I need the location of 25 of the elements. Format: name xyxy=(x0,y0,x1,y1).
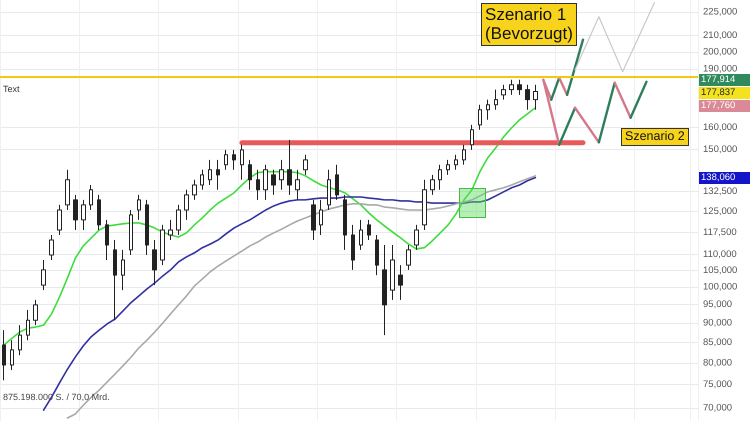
y-tick-label: 150,000 xyxy=(703,144,738,155)
y-tick-label: 70,000 xyxy=(703,402,732,414)
y-tick-label: 200,000 xyxy=(703,46,738,58)
annotation: Szenario 1 (Bevorzugt) xyxy=(481,3,577,46)
y-tick-label: 105,000 xyxy=(703,265,738,276)
y-tick-label: 95,000 xyxy=(703,299,732,310)
y-tick-label: 190,000 xyxy=(703,64,738,75)
y-tick-label: 100,000 xyxy=(703,282,738,293)
y-tick-label: 90,000 xyxy=(703,317,732,328)
y-tick-label: 75,000 xyxy=(703,379,732,390)
text: 177,837 xyxy=(699,87,750,99)
y-tick-label: 117,500 xyxy=(703,226,737,238)
y-tick-label: 85,000 xyxy=(703,336,732,348)
y-tick-label: 132,500 xyxy=(703,186,738,198)
y-tick-label: 225,000 xyxy=(703,6,738,18)
y-tick-label: 125,000 xyxy=(703,206,738,217)
annotation: Szenario 2 xyxy=(621,128,689,146)
text: 177,914 xyxy=(699,74,750,86)
y-tick-label: 160,000 xyxy=(703,122,738,134)
y-tick-label: 110,000 xyxy=(703,249,737,260)
y-tick-label: 80,000 xyxy=(703,357,732,368)
y-tick-label: 210,000 xyxy=(703,30,738,41)
text: 138,060 xyxy=(699,172,750,184)
text: 177,760 xyxy=(699,100,750,112)
annotation: Text xyxy=(3,84,20,95)
